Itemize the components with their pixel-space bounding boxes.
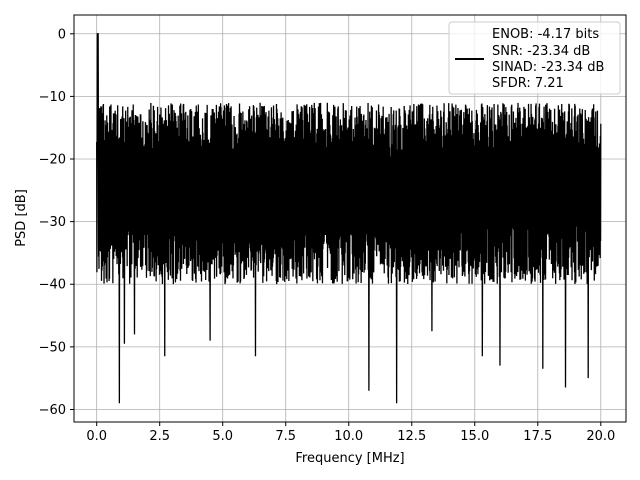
x-tick-label: 0.0 <box>86 429 107 444</box>
legend-box <box>448 21 621 95</box>
x-tick-label: 5.0 <box>212 429 233 444</box>
legend-line-sfdr: SFDR: 7.21 <box>492 76 564 91</box>
y-tick-label: −60 <box>39 403 66 418</box>
x-axis-label: Frequency [MHz] <box>295 451 404 466</box>
legend-line-snr: SNR: -23.34 dB <box>492 44 590 59</box>
legend: ENOB: -4.17 bits SNR: -23.34 dB SINAD: -… <box>448 21 621 95</box>
legend-line-enob: ENOB: -4.17 bits <box>492 27 599 42</box>
x-tick-label: 7.5 <box>275 429 296 444</box>
y-tick-label: −50 <box>39 340 66 355</box>
psd-series <box>96 33 602 404</box>
x-tick-label: 10.0 <box>334 429 363 444</box>
y-tick-label: −10 <box>39 90 66 105</box>
y-axis: 0 −10 −20 −30 −40 −50 −60 <box>39 27 74 418</box>
y-axis-label: PSD [dB] <box>14 189 29 247</box>
plot-area-frame <box>73 14 627 423</box>
x-axis: 0.0 2.5 5.0 7.5 10.0 12.5 15.0 17.5 20.0 <box>86 422 615 444</box>
y-tick-label: 0 <box>58 27 66 42</box>
y-tick-label: −40 <box>39 278 66 293</box>
x-tick-label: 2.5 <box>149 429 170 444</box>
x-tick-label: 12.5 <box>397 429 426 444</box>
y-tick-label: −30 <box>39 215 66 230</box>
x-tick-label: 15.0 <box>460 429 489 444</box>
psd-trace <box>96 33 602 404</box>
x-tick-label: 20.0 <box>586 429 615 444</box>
x-tick-label: 17.5 <box>523 429 552 444</box>
y-tick-label: −20 <box>39 153 66 168</box>
legend-line-sinad: SINAD: -23.34 dB <box>492 60 604 75</box>
